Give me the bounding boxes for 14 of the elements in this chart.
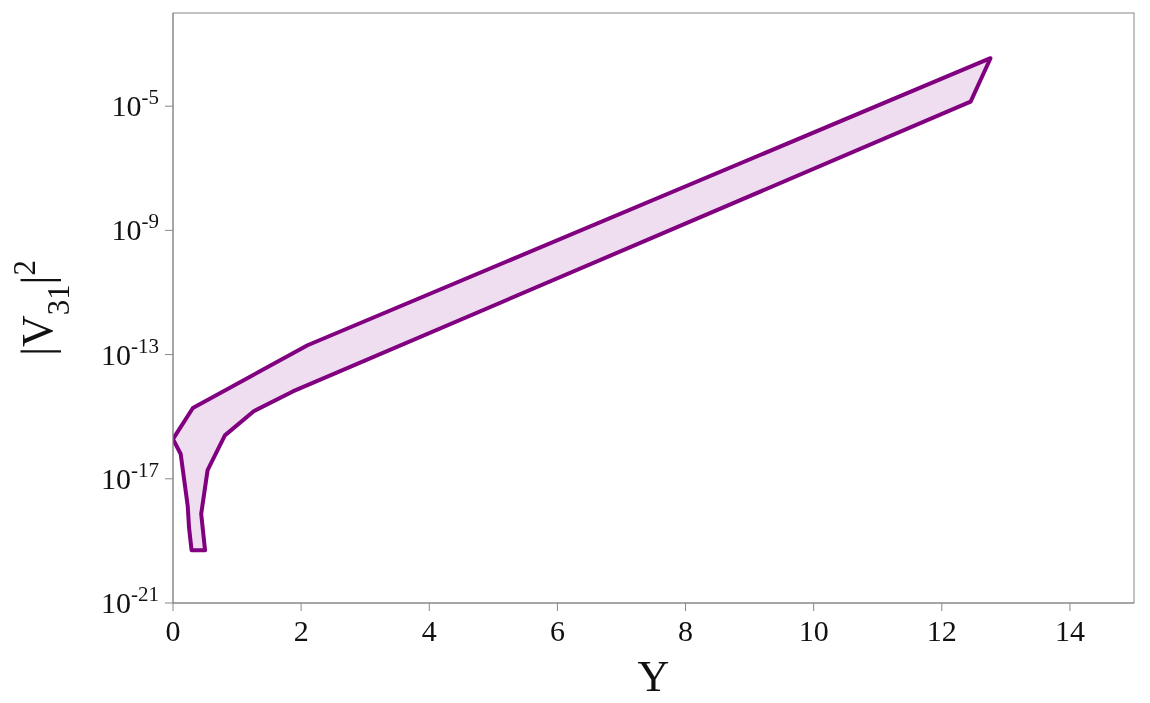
x-tick-label: 10: [798, 614, 829, 647]
y-tick-label: 10$^{-5}$: [111, 85, 159, 123]
x-axis-title: Y: [637, 652, 670, 701]
x-tick-label: 0: [165, 614, 181, 647]
x-tick-label: 12: [926, 614, 957, 647]
x-tick-label: 14: [1054, 614, 1085, 647]
x-tick-label: 6: [549, 614, 565, 647]
y-tick-label: 10$^{-17}$: [101, 457, 159, 495]
x-tick-label: 2: [293, 614, 309, 647]
x-tick-label: 8: [678, 614, 694, 647]
y-tick-label: 10$^{-21}$: [101, 582, 159, 619]
y-tick-label: 10$^{-9}$: [111, 209, 159, 247]
y-tick-label: 10$^{-13}$: [101, 333, 159, 371]
x-tick-label: 4: [421, 614, 437, 647]
